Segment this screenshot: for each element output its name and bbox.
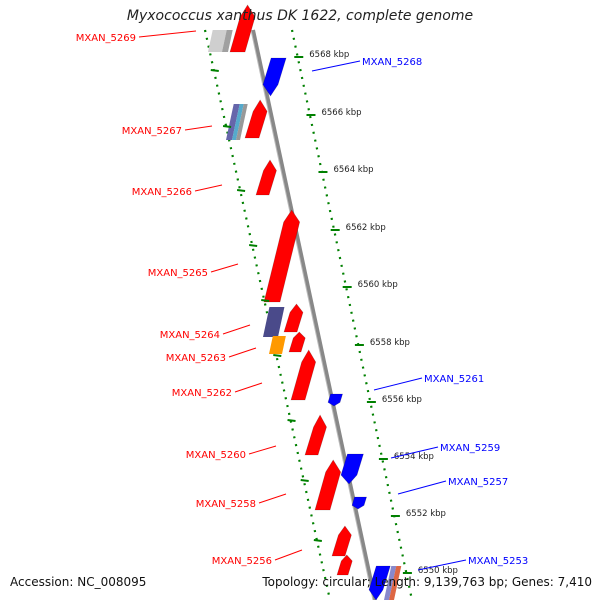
cds-shading (236, 104, 248, 140)
gene-label-forward: MXAN_5266 (132, 187, 192, 198)
gene-label-forward: MXAN_5264 (160, 330, 220, 341)
gene-label-reverse: MXAN_5253 (468, 556, 528, 567)
scale-tick-label: 6562 kbp (346, 223, 386, 233)
gene-label-forward: MXAN_5269 (76, 33, 136, 44)
scale-tick-label: 6560 kbp (358, 280, 398, 290)
gene-leader-line (397, 480, 447, 495)
gene-arrow-mxan-5267 (244, 99, 268, 139)
cds-shading (389, 566, 402, 600)
gene-leader-line (274, 549, 303, 561)
gene-features (208, 4, 402, 600)
gene-label-forward: MXAN_5262 (172, 388, 232, 399)
gene-arrow-mxan-5260 (304, 414, 327, 456)
scale-tick-label: 6556 kbp (382, 395, 422, 405)
gene-leader-line (258, 493, 287, 504)
gene-label-forward: MXAN_5260 (186, 450, 246, 461)
inner-tick (313, 539, 322, 542)
scale-tick-label: 6552 kbp (406, 509, 446, 519)
inner-dotted-guide (203, 29, 332, 600)
inner-tick (300, 479, 309, 482)
gene-arrow-mxan-5264 (283, 303, 304, 333)
cds-shading (263, 307, 285, 337)
gene-leader-line (138, 30, 197, 38)
inner-tick (222, 125, 232, 128)
scale-tick-label: 6550 kbp (418, 566, 458, 576)
gene-label-forward: MXAN_5256 (212, 556, 272, 567)
cds-shading (226, 104, 240, 140)
gene-arrow-mxan-5269 (229, 4, 256, 53)
map-title: Myxococcus xanthus DK 1622, complete gen… (126, 8, 474, 24)
dotted-guides (203, 29, 414, 600)
gene-arrow-extra (336, 554, 353, 576)
gene-arrow-mxan-5256 (331, 525, 352, 557)
gene-arrow-mxan-5258 (314, 459, 342, 511)
cds-shading (232, 104, 244, 140)
inner-tick (249, 244, 258, 247)
gene-label-forward: MXAN_5265 (148, 268, 208, 279)
gene-leader-line (248, 445, 277, 455)
cds-shading (222, 30, 233, 52)
gene-leader-line (222, 324, 251, 335)
gene-leader-line (373, 377, 423, 391)
outer-dotted-guide (290, 29, 414, 600)
gene-leader-line (194, 184, 223, 192)
gene-leader-line (228, 347, 257, 358)
inner-tick (236, 189, 246, 192)
gene-arrow-mxan-5266 (255, 159, 277, 196)
inner-tick (210, 69, 219, 72)
inner-tick (273, 354, 282, 357)
cds-shading (269, 336, 286, 354)
gene-arrow-mxan-5253 (368, 565, 391, 600)
gene-arrow-mxan-5257 (351, 496, 367, 510)
gene-arrow-mxan-5263 (288, 331, 306, 353)
gene-arrow-mxan-5261 (327, 393, 343, 407)
scale-tick-label: 6554 kbp (394, 452, 434, 462)
gene-arrow-mxan-5268 (262, 57, 287, 97)
scale-ticks: 6568 kbp 6566 kbp 6564 kbp 6562 kbp 6560 kbp… (210, 50, 458, 576)
gene-leader-line (184, 125, 213, 131)
gene-label-forward: MXAN_5258 (196, 499, 256, 510)
cds-shading (208, 30, 227, 52)
gene-label-reverse: MXAN_5261 (424, 374, 484, 385)
gene-arrow-mxan-5259 (340, 453, 364, 485)
accession-text: Accession: NC_008095 (10, 575, 147, 589)
gene-label-forward: MXAN_5267 (122, 126, 182, 137)
genome-summary: Topology: circular; Length: 9,139,763 bp… (262, 575, 592, 589)
cds-shading (384, 566, 397, 600)
inner-tick (261, 299, 270, 302)
gene-arrow-mxan-5262 (290, 349, 317, 401)
gene-leader-line (234, 382, 263, 393)
scale-tick-label: 6558 kbp (370, 338, 410, 348)
gene-labels: MXAN_5269 MXAN_5267 MXAN_5266 MXAN_5265 MXAN… (76, 30, 528, 571)
gene-label-reverse: MXAN_5257 (448, 477, 508, 488)
gene-leader-line (417, 559, 467, 571)
scale-tick-label: 6564 kbp (333, 165, 373, 175)
gene-leader-line (210, 263, 239, 273)
scale-tick-label: 6566 kbp (321, 108, 361, 118)
scale-tick-label: 6568 kbp (309, 50, 349, 60)
gene-label-forward: MXAN_5263 (166, 353, 226, 364)
gene-label-reverse: MXAN_5268 (362, 57, 422, 68)
inner-tick (287, 419, 296, 422)
gene-label-reverse: MXAN_5259 (440, 443, 500, 454)
gene-arrow-mxan-5265 (263, 209, 301, 303)
gene-leader-line (390, 446, 439, 459)
gene-leader-line (311, 60, 361, 72)
